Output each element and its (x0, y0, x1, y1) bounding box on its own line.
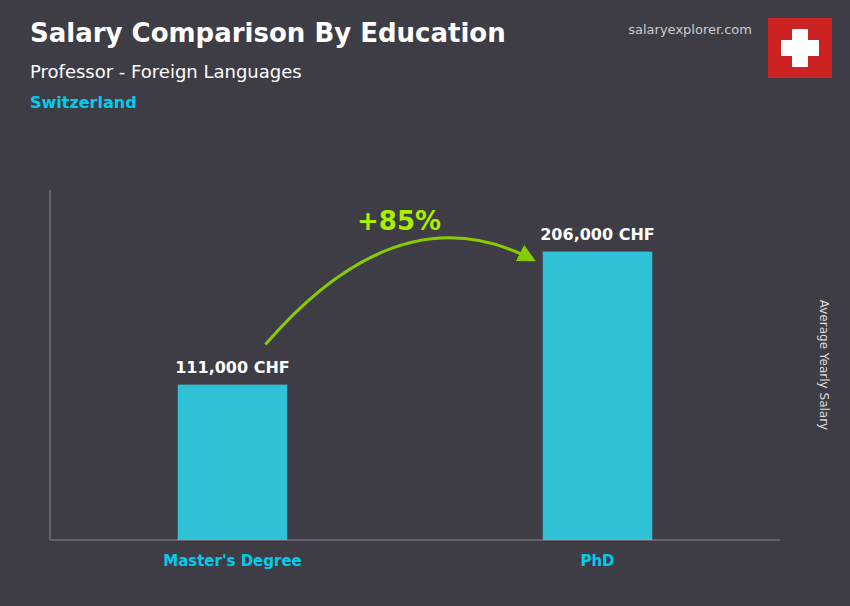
watermark: salaryexplorer.com (628, 22, 752, 37)
category-label: Master's Degree (163, 552, 302, 570)
bar (178, 385, 288, 540)
x-axis-line (50, 540, 780, 541)
bar (543, 252, 653, 540)
bars (178, 252, 653, 540)
title: Salary Comparison By Education (30, 18, 506, 48)
flag-field (768, 18, 832, 78)
y-axis-line (50, 190, 51, 540)
flag-cross (781, 40, 819, 56)
country: Switzerland (30, 93, 137, 112)
labels: 111,000 CHF Master's Degree 206,000 CHF PhD (163, 225, 655, 570)
y-axis-label: Average Yearly Salary (817, 300, 831, 430)
data-label: 206,000 CHF (540, 225, 655, 244)
chart: Salary Comparison By Education Professor … (0, 0, 850, 606)
background (0, 0, 850, 606)
growth-label: +85% (357, 206, 441, 236)
category-label: PhD (580, 552, 614, 570)
subtitle: Professor - Foreign Languages (30, 61, 302, 82)
growth-arrow (265, 238, 532, 345)
data-label: 111,000 CHF (175, 358, 290, 377)
flag (768, 18, 832, 78)
